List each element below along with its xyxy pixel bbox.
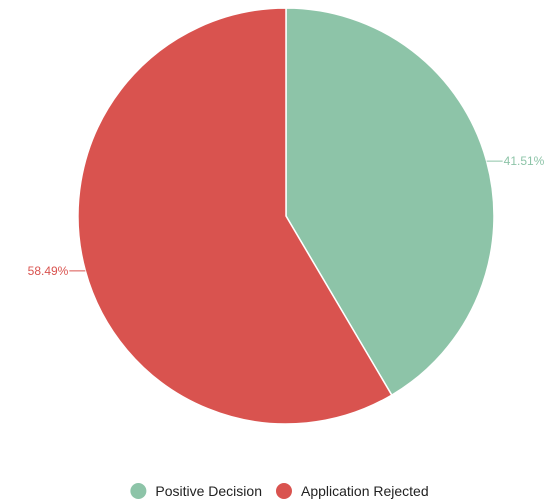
legend-label-positive-decision: Positive Decision <box>155 483 262 499</box>
legend: Positive Decision Application Rejected <box>130 483 429 499</box>
pie-slice-application-rejected <box>77 7 393 425</box>
legend-marker-positive-decision <box>130 483 147 499</box>
legend-item-application-rejected[interactable]: Application Rejected <box>275 483 429 499</box>
pie-slices <box>77 7 495 425</box>
data-label-positive-decision: 41.51% <box>504 154 545 168</box>
pie-labels: 41.51% 58.49% <box>28 154 545 278</box>
data-label-application-rejected: 58.49% <box>28 264 69 278</box>
legend-item-positive-decision[interactable]: Positive Decision <box>130 483 262 499</box>
legend-label-application-rejected: Application Rejected <box>301 483 429 499</box>
legend-marker-application-rejected <box>275 483 292 499</box>
